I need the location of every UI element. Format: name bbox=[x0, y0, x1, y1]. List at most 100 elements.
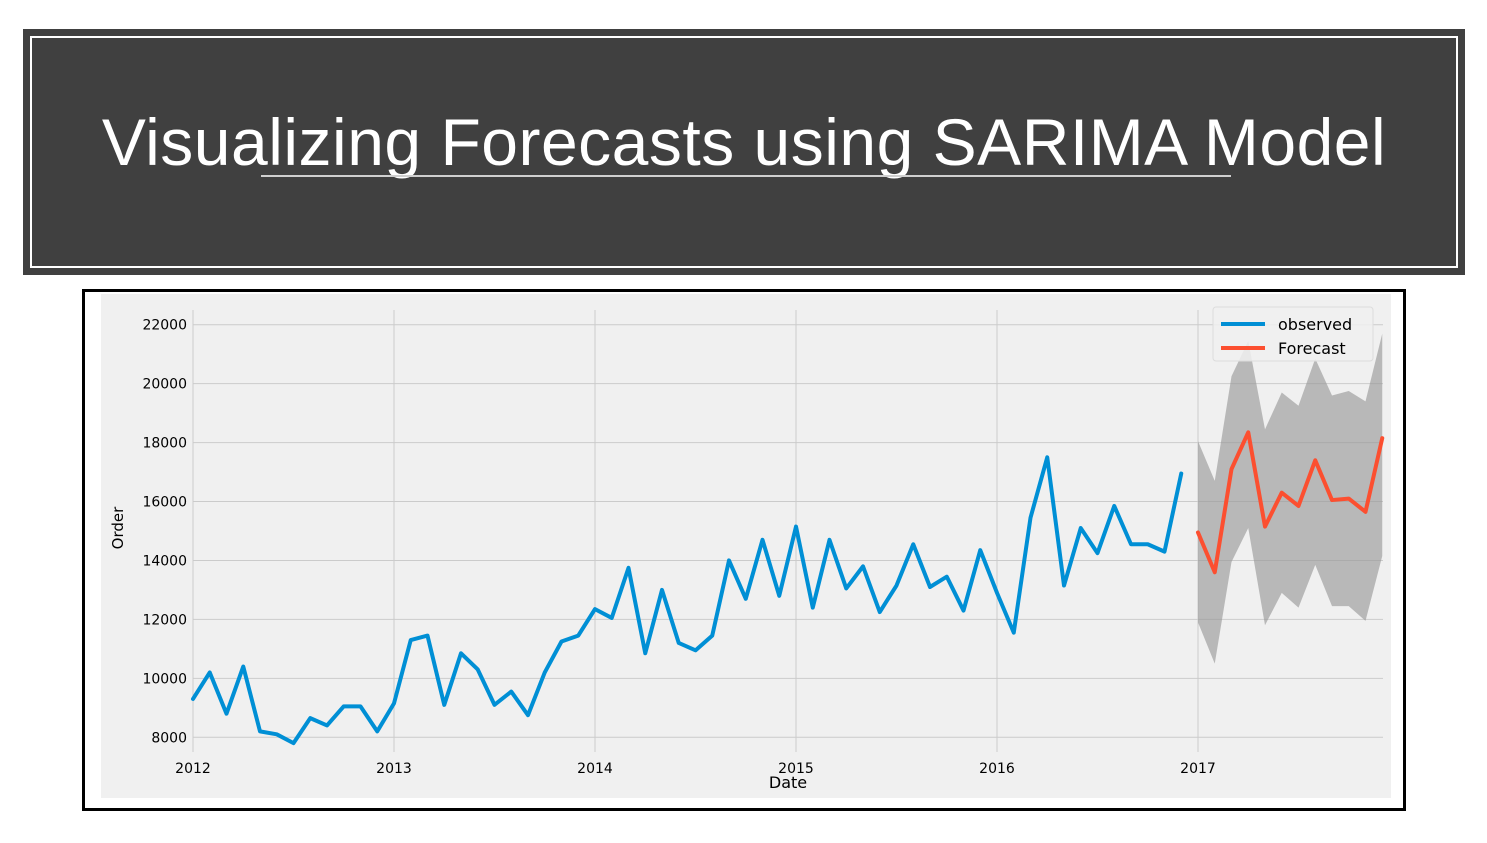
data-point-forecast bbox=[1380, 436, 1384, 440]
data-point-observed bbox=[844, 586, 848, 591]
chart-frame: 8000 10000 12000 14000 16000 18000 20000 22000 2… bbox=[82, 289, 1406, 811]
data-point-forecast bbox=[1296, 504, 1301, 508]
title-underline bbox=[261, 175, 1231, 177]
data-point-forecast bbox=[1196, 530, 1200, 535]
data-point-observed bbox=[191, 697, 195, 701]
x-axis-label: Date bbox=[769, 773, 807, 792]
data-point-observed bbox=[392, 701, 396, 705]
data-point-observed bbox=[526, 713, 530, 717]
data-point-forecast bbox=[1229, 467, 1234, 471]
data-point-forecast bbox=[1363, 510, 1368, 514]
y-tick-label: 20000 bbox=[142, 377, 187, 393]
series-line-forecast bbox=[1196, 430, 1385, 575]
slide-title: Visualizing Forecasts using SARIMA Model bbox=[101, 105, 1387, 179]
data-point-observed bbox=[995, 591, 999, 595]
data-point-forecast bbox=[1280, 491, 1284, 495]
title-banner: Visualizing Forecasts using SARIMA Model bbox=[23, 29, 1465, 275]
data-point-observed bbox=[1028, 516, 1033, 520]
forecast-chart: 8000 10000 12000 14000 16000 18000 20000 22000 2… bbox=[101, 294, 1391, 798]
data-point-observed bbox=[358, 704, 363, 708]
title-banner-border bbox=[30, 36, 1458, 268]
data-point-observed bbox=[1112, 504, 1116, 508]
data-point-observed bbox=[559, 639, 564, 644]
data-point-observed bbox=[1079, 526, 1083, 530]
data-point-observed bbox=[727, 558, 731, 563]
y-tick-label: 22000 bbox=[142, 318, 187, 334]
legend: observed Forecast bbox=[1212, 306, 1374, 362]
data-point-observed bbox=[409, 638, 413, 642]
data-point-observed bbox=[543, 670, 547, 675]
data-point-observed bbox=[811, 606, 815, 610]
data-point-observed bbox=[626, 566, 631, 570]
data-point-observed bbox=[1062, 583, 1066, 588]
data-point-observed bbox=[878, 610, 882, 614]
x-tick-label: 2016 bbox=[979, 761, 1015, 777]
data-point-observed bbox=[777, 594, 781, 598]
legend-label: Forecast bbox=[1278, 339, 1346, 358]
data-point-observed bbox=[476, 667, 480, 672]
tick-labels: 8000 10000 12000 14000 16000 18000 20000 22000 2… bbox=[142, 318, 1215, 777]
y-tick-label: 10000 bbox=[142, 671, 187, 687]
series-line-observed bbox=[191, 455, 1184, 746]
x-tick-label: 2013 bbox=[376, 761, 412, 777]
data-point-observed bbox=[760, 538, 765, 542]
data-point-observed bbox=[308, 716, 312, 720]
data-point-observed bbox=[744, 597, 748, 601]
data-point-forecast bbox=[1330, 498, 1334, 502]
data-point-observed bbox=[241, 664, 245, 669]
grid-lines bbox=[192, 310, 1383, 752]
data-point-observed bbox=[961, 608, 966, 613]
x-tick-label: 2012 bbox=[175, 761, 211, 777]
y-tick-label: 12000 bbox=[142, 612, 187, 628]
data-point-observed bbox=[342, 704, 346, 708]
y-tick-label: 8000 bbox=[151, 730, 187, 746]
data-point-observed bbox=[660, 588, 664, 592]
legend-label: observed bbox=[1278, 315, 1352, 334]
series-lines bbox=[191, 430, 1385, 746]
data-point-observed bbox=[442, 703, 446, 707]
data-point-observed bbox=[1095, 551, 1100, 555]
data-point-observed bbox=[945, 575, 949, 579]
y-axis-label: Order bbox=[109, 506, 127, 549]
y-tick-label: 14000 bbox=[142, 553, 187, 569]
data-point-observed bbox=[425, 634, 430, 638]
data-point-observed bbox=[291, 741, 296, 745]
data-point-observed bbox=[1129, 542, 1133, 546]
x-tick-label: 2015 bbox=[778, 761, 814, 777]
data-point-observed bbox=[610, 616, 614, 620]
data-point-observed bbox=[911, 542, 915, 546]
data-point-observed bbox=[509, 689, 513, 694]
data-point-observed bbox=[677, 641, 681, 645]
data-point-forecast bbox=[1313, 458, 1317, 462]
data-point-observed bbox=[1012, 631, 1016, 635]
figure-background bbox=[101, 294, 1391, 798]
data-point-observed bbox=[224, 712, 229, 716]
data-point-forecast bbox=[1213, 570, 1217, 574]
x-tick-label: 2014 bbox=[577, 761, 613, 777]
y-tick-label: 18000 bbox=[142, 436, 187, 452]
data-point-observed bbox=[928, 585, 932, 589]
x-tick-label: 2017 bbox=[1180, 761, 1216, 777]
data-point-observed bbox=[643, 651, 647, 655]
data-point-observed bbox=[894, 583, 899, 588]
data-point-observed bbox=[258, 729, 262, 733]
data-point-observed bbox=[576, 634, 580, 638]
data-point-observed bbox=[710, 634, 714, 638]
data-point-observed bbox=[208, 670, 212, 675]
data-point-observed bbox=[1179, 471, 1183, 476]
data-point-observed bbox=[375, 729, 379, 733]
data-point-observed bbox=[827, 538, 832, 542]
data-point-observed bbox=[861, 564, 865, 568]
data-point-observed bbox=[325, 723, 329, 728]
data-point-observed bbox=[794, 524, 798, 529]
data-point-observed bbox=[459, 651, 463, 655]
data-point-observed bbox=[1045, 455, 1049, 459]
data-point-observed bbox=[693, 648, 698, 652]
data-point-observed bbox=[1146, 542, 1150, 546]
data-point-forecast bbox=[1347, 496, 1351, 501]
data-point-observed bbox=[978, 548, 982, 552]
data-point-forecast bbox=[1263, 524, 1267, 529]
data-point-observed bbox=[275, 732, 279, 736]
data-point-observed bbox=[492, 703, 497, 707]
y-tick-label: 16000 bbox=[142, 495, 187, 511]
